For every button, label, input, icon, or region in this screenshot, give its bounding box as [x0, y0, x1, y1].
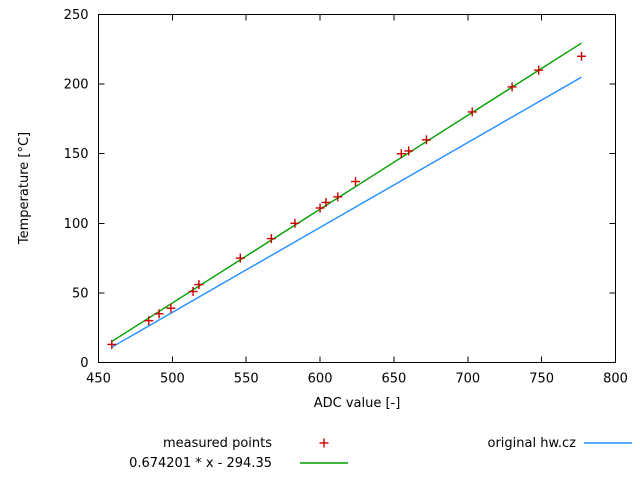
y-axis: 0 50 100 150 200 250: [64, 8, 616, 371]
line-original-hwcz: [111, 76, 582, 348]
data-point-marker: [194, 280, 204, 290]
data-point-marker: [396, 149, 406, 159]
data-point-marker: [467, 107, 477, 117]
x-axis: 450 500 550 600 650 700 750 800: [86, 14, 628, 387]
x-tick-label: 800: [603, 372, 628, 387]
line-fit: [111, 42, 582, 343]
data-point-marker: [577, 51, 587, 61]
legend-label: 0.674201 * x - 294.35: [129, 456, 272, 471]
data-point-marker: [333, 192, 343, 202]
x-tick-label: 700: [455, 372, 480, 387]
x-axis-title: ADC value [-]: [314, 396, 401, 411]
data-point-marker: [290, 218, 300, 228]
data-point-marker: [534, 65, 544, 75]
series-original-hwcz: [111, 76, 582, 348]
x-tick-label: 500: [160, 372, 185, 387]
x-tick-label: 600: [308, 372, 333, 387]
data-point-marker: [315, 203, 325, 213]
y-tick-label: 250: [64, 8, 89, 23]
legend-plus-marker: [319, 438, 329, 448]
data-point-marker: [154, 309, 164, 319]
x-tick-label: 450: [86, 372, 111, 387]
legend-label: measured points: [163, 436, 272, 451]
x-tick-label: 550: [234, 372, 259, 387]
x-tick-label: 650: [382, 372, 407, 387]
y-axis-title: Temperature [°C]: [17, 132, 32, 245]
data-point-marker: [321, 197, 331, 207]
data-point-marker: [404, 146, 414, 156]
y-tick-label: 100: [64, 217, 89, 232]
y-tick-label: 150: [64, 147, 89, 162]
data-point-marker: [351, 177, 361, 187]
y-tick-label: 200: [64, 78, 89, 93]
data-point-marker: [266, 234, 276, 244]
series-fit-line: [111, 42, 582, 343]
series-measured-points: [107, 51, 587, 349]
y-tick-label: 0: [80, 356, 88, 371]
data-point-marker: [235, 253, 245, 263]
data-point-marker: [144, 316, 154, 326]
x-tick-label: 750: [529, 372, 554, 387]
data-point-marker: [421, 135, 431, 145]
y-tick-label: 50: [72, 286, 89, 301]
legend-label: original hw.cz: [487, 436, 576, 451]
data-point-marker: [107, 339, 117, 349]
plot-frame: [98, 14, 616, 363]
data-point-marker: [507, 82, 517, 92]
legend: measured points 0.674201 * x - 294.35 orig…: [129, 436, 632, 471]
data-point-marker: [166, 303, 176, 313]
data-point-marker: [188, 287, 198, 297]
